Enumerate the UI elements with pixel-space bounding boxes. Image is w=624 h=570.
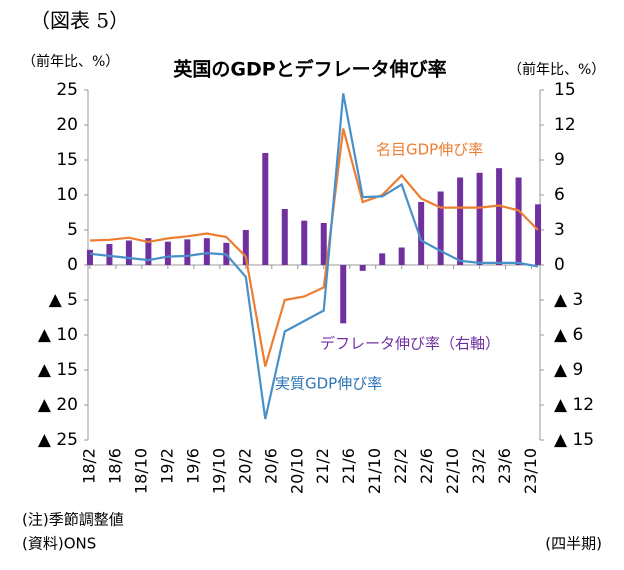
annotation: デフレータ伸び率（右軸） [320,335,500,353]
x-tick-label: 22/6 [417,448,436,484]
y-tick-label: ▲ 20 [38,395,78,415]
x-tick-label: 18/2 [79,448,98,484]
annotation: 名目GDP伸び率 [376,141,483,159]
bar [476,172,483,265]
x-tick-label: 23/6 [495,448,514,484]
bar [203,238,210,265]
x-tick-label: 19/10 [209,448,228,494]
y-tick-label: 10 [56,185,78,205]
annotation: 実質GDP伸び率 [275,375,382,393]
y2-tick-label: ▲ 3 [554,290,583,310]
bar [457,177,464,265]
x-tick-label: 23/10 [521,448,540,494]
x-tick-label: 19/2 [157,448,176,484]
bar [164,241,171,265]
bar [379,253,386,265]
y2-tick-label: 15 [554,80,576,100]
y-tick-label: 0 [67,255,78,275]
header: （図表 5） [30,9,129,33]
x-tick-label: 19/6 [183,448,202,484]
x-tick-label: 21/10 [365,448,384,494]
y-tick-label: 15 [56,150,78,170]
y2-tick-label: ▲ 9 [554,360,583,380]
y2-tick-label: ▲ 12 [554,395,594,415]
bar [496,168,503,265]
bar [262,153,269,265]
bar [86,249,93,265]
bar [125,240,132,265]
y-tick-label: 20 [56,115,78,135]
bar [340,265,347,324]
x-tick-label: 21/6 [339,448,358,484]
chart-title: 英国のGDPとデフレータ伸び率 [173,58,446,81]
line [89,128,539,367]
y-tick-label: ▲ 10 [38,325,78,345]
y2-tick-label: 0 [554,255,565,275]
bar [184,239,191,265]
y2-tick-label: 9 [554,150,565,170]
y-tick-label: 25 [56,80,78,100]
y-tick-label: ▲ 15 [38,360,78,380]
y2-tick-label: 6 [554,185,565,205]
bar [145,238,152,265]
note: (注)季節調整値 [22,511,124,529]
y2-tick-label: ▲ 15 [554,430,594,450]
x-tick-label: 18/6 [105,448,124,484]
x-tick-label: 20/10 [287,448,306,494]
y-tick-label: 5 [67,220,78,240]
y2-tick-label: 12 [554,115,576,135]
x-tick-label: 22/10 [443,448,462,494]
x-tick-label: 20/2 [235,448,254,484]
x-tick-label: 23/2 [469,448,488,484]
bar [418,202,425,265]
bar [359,265,366,271]
bar [515,177,522,265]
x-tick-label: 20/6 [261,448,280,484]
bar [106,244,113,265]
bar [281,209,288,265]
x-tick-label: 18/10 [131,448,150,494]
y2-tick-label: ▲ 6 [554,325,583,345]
line [89,93,539,420]
x-tick-label: 21/2 [313,448,332,484]
y2-tick-label: 3 [554,220,565,240]
bar [301,220,308,265]
source: (資料)ONS [22,535,96,553]
x-axis-label: (四半期) [545,535,602,553]
bar [320,223,327,265]
x-tick-label: 22/2 [391,448,410,484]
y-tick-label: ▲ 25 [38,430,78,450]
bar [242,230,249,265]
y-tick-label: ▲ 5 [49,290,78,310]
y2-axis-label: （前年比、%） [508,61,605,78]
y-axis-label: （前年比、%） [22,53,119,70]
bar [437,191,444,265]
bar [535,204,542,265]
bar [398,247,405,265]
